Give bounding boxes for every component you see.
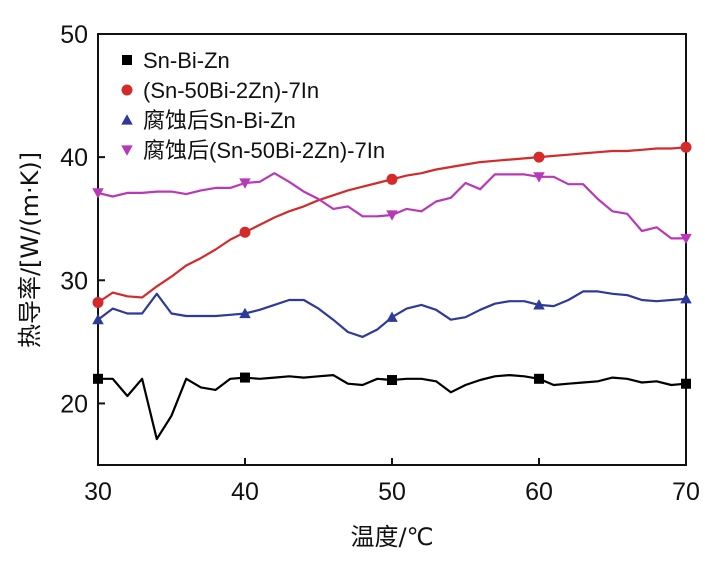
legend-marker <box>121 114 133 125</box>
data-point <box>92 313 104 325</box>
legend-item: 腐蚀后(Sn-50Bi-2Zn)-7In <box>121 138 385 163</box>
y-tick-label: 30 <box>60 267 88 295</box>
series-layer <box>92 141 692 441</box>
legend-label: 腐蚀后Sn-Bi-Zn <box>143 108 296 133</box>
data-point <box>534 373 544 384</box>
data-point <box>680 233 692 245</box>
data-point <box>239 307 251 319</box>
y-tick-label: 20 <box>60 390 88 418</box>
x-axis: 30 40 50 60 70 <box>84 458 700 506</box>
legend-label: (Sn-50Bi-2Zn)-7In <box>143 78 319 103</box>
data-point <box>680 293 692 304</box>
data-point <box>93 373 103 384</box>
x-tick-label: 30 <box>84 478 112 506</box>
x-tick-label: 70 <box>672 478 700 506</box>
series-2 <box>92 141 692 308</box>
data-point <box>680 141 692 153</box>
legend-label: 腐蚀后(Sn-50Bi-2Zn)-7In <box>143 138 385 163</box>
x-tick-label: 50 <box>378 478 406 506</box>
data-point <box>239 178 251 189</box>
y-tick-label: 50 <box>60 21 88 49</box>
legend-item: Sn-Bi-Zn <box>122 48 230 73</box>
legend-marker <box>121 84 133 96</box>
x-tick-label: 40 <box>231 478 259 506</box>
series-line <box>97 146 687 304</box>
y-tick-label: 40 <box>60 144 88 172</box>
data-point <box>681 378 691 389</box>
data-point <box>239 226 251 238</box>
y-axis: 20 30 40 50 <box>60 21 105 418</box>
data-point <box>533 151 545 163</box>
legend: Sn-Bi-Zn (Sn-50Bi-2Zn)-7In 腐蚀后Sn-Bi-Zn 腐蚀后(… <box>121 48 385 163</box>
legend-marker <box>122 55 132 65</box>
data-point <box>386 173 398 185</box>
data-point <box>533 172 545 183</box>
series-3 <box>92 290 692 338</box>
legend-item: (Sn-50Bi-2Zn)-7In <box>121 78 319 103</box>
legend-marker <box>121 145 133 156</box>
data-point <box>240 372 250 383</box>
data-point <box>386 210 398 221</box>
series-1 <box>93 372 691 441</box>
data-point <box>92 188 104 199</box>
series-4 <box>92 172 692 245</box>
data-point <box>387 375 397 386</box>
x-tick-label: 60 <box>525 478 553 506</box>
data-point <box>92 296 104 308</box>
data-point <box>386 311 398 322</box>
legend-label: Sn-Bi-Zn <box>143 48 230 73</box>
data-point <box>533 299 545 310</box>
y-axis-title: 热导率/[W/(m·K)] <box>16 152 44 348</box>
x-axis-title: 温度/℃ <box>350 523 433 551</box>
legend-item: 腐蚀后Sn-Bi-Zn <box>121 108 296 133</box>
